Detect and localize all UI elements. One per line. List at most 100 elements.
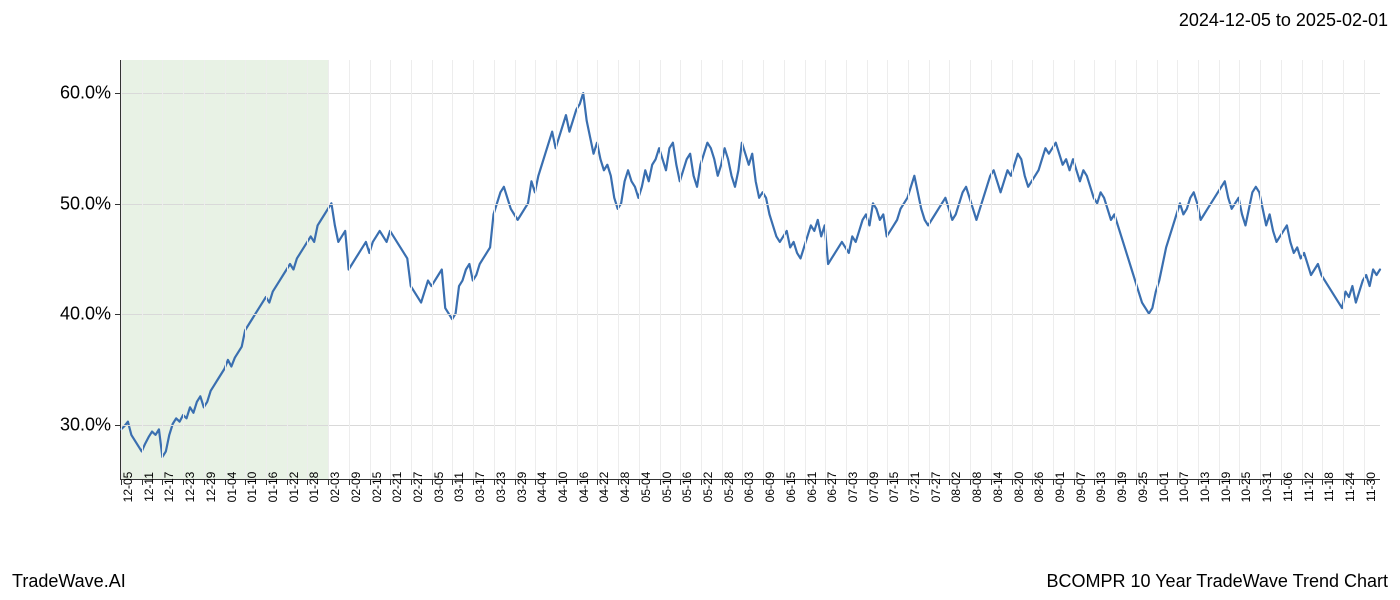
chart-container: 2024-12-05 to 2025-02-01 30.0%40.0%50.0%… [0,0,1400,600]
x-tick-label: 07-03 [846,472,860,503]
x-gridline [1239,60,1240,479]
x-gridline [1302,60,1303,479]
x-tick-label: 11-18 [1322,472,1336,502]
x-tick-label: 01-04 [225,472,239,503]
x-gridline [1157,60,1158,479]
x-tick-label: 03-29 [515,472,529,503]
x-gridline [349,60,350,479]
x-tick-label: 06-03 [742,472,756,503]
x-tick-label: 05-10 [660,472,674,503]
y-gridline [121,204,1380,205]
x-gridline [805,60,806,479]
x-tick-label: 10-19 [1219,472,1233,503]
line-series-layer [121,60,1380,479]
x-tick-label: 06-09 [763,472,777,503]
x-tick-label: 10-13 [1198,472,1212,503]
trend-line [121,93,1380,457]
x-gridline [204,60,205,479]
x-tick-label: 11-30 [1364,472,1378,502]
x-gridline [763,60,764,479]
x-gridline [1053,60,1054,479]
x-gridline [287,60,288,479]
x-tick-label: 12-29 [204,472,218,503]
x-tick-label: 08-14 [991,472,1005,503]
x-gridline [142,60,143,479]
x-tick-label: 06-15 [784,472,798,503]
x-tick-label: 07-21 [908,472,922,503]
x-tick-label: 10-25 [1239,472,1253,503]
x-gridline [1074,60,1075,479]
x-gridline [1012,60,1013,479]
x-tick-label: 12-23 [183,472,197,503]
x-tick-label: 12-05 [121,472,135,503]
x-gridline [473,60,474,479]
x-tick-label: 03-17 [473,472,487,503]
x-tick-label: 11-06 [1281,472,1295,502]
x-tick-label: 05-04 [639,472,653,503]
x-gridline [556,60,557,479]
x-gridline [121,60,122,479]
y-tick-label: 30.0% [60,414,111,435]
x-tick-label: 03-23 [494,472,508,503]
y-tick-label: 60.0% [60,83,111,104]
x-gridline [307,60,308,479]
x-tick-label: 03-11 [452,472,466,502]
x-tick-label: 08-26 [1032,472,1046,503]
x-gridline [722,60,723,479]
x-tick-label: 10-01 [1157,472,1171,503]
x-tick-label: 03-05 [432,472,446,503]
x-tick-label: 10-31 [1260,472,1274,503]
y-gridline [121,425,1380,426]
x-gridline [266,60,267,479]
x-gridline [432,60,433,479]
x-gridline [1198,60,1199,479]
x-gridline [908,60,909,479]
x-gridline [846,60,847,479]
x-tick-label: 12-17 [162,472,176,503]
x-gridline [1115,60,1116,479]
x-gridline [742,60,743,479]
y-gridline [121,93,1380,94]
x-gridline [577,60,578,479]
x-tick-label: 07-15 [887,472,901,503]
x-gridline [929,60,930,479]
x-gridline [597,60,598,479]
x-tick-label: 01-16 [266,472,280,503]
x-tick-label: 08-02 [949,472,963,503]
x-gridline [618,60,619,479]
x-gridline [535,60,536,479]
x-gridline [949,60,950,479]
plot-area: 30.0%40.0%50.0%60.0%12-0512-1112-1712-23… [120,60,1380,480]
x-gridline [825,60,826,479]
y-gridline [121,314,1380,315]
x-gridline [1343,60,1344,479]
x-gridline [452,60,453,479]
x-gridline [494,60,495,479]
x-tick-label: 05-16 [680,472,694,503]
x-gridline [1281,60,1282,479]
x-tick-label: 11-12 [1302,472,1316,502]
x-gridline [1260,60,1261,479]
x-gridline [370,60,371,479]
x-tick-label: 02-27 [411,472,425,503]
x-tick-label: 06-21 [805,472,819,503]
x-tick-label: 02-21 [390,472,404,503]
x-gridline [639,60,640,479]
x-tick-label: 09-07 [1074,472,1088,503]
date-range-title: 2024-12-05 to 2025-02-01 [1179,10,1388,31]
x-tick-label: 11-24 [1343,472,1357,502]
x-gridline [1219,60,1220,479]
x-tick-label: 01-22 [287,472,301,503]
x-tick-label: 04-10 [556,472,570,503]
x-tick-label: 01-28 [307,472,321,503]
x-tick-label: 02-09 [349,472,363,503]
x-tick-label: 02-03 [328,472,342,503]
x-tick-label: 07-09 [867,472,881,503]
x-tick-label: 04-22 [597,472,611,503]
x-tick-label: 06-27 [825,472,839,503]
chart-name-label: BCOMPR 10 Year TradeWave Trend Chart [1047,571,1389,592]
x-tick-label: 09-25 [1136,472,1150,503]
x-gridline [245,60,246,479]
x-gridline [784,60,785,479]
x-tick-label: 08-20 [1012,472,1026,503]
